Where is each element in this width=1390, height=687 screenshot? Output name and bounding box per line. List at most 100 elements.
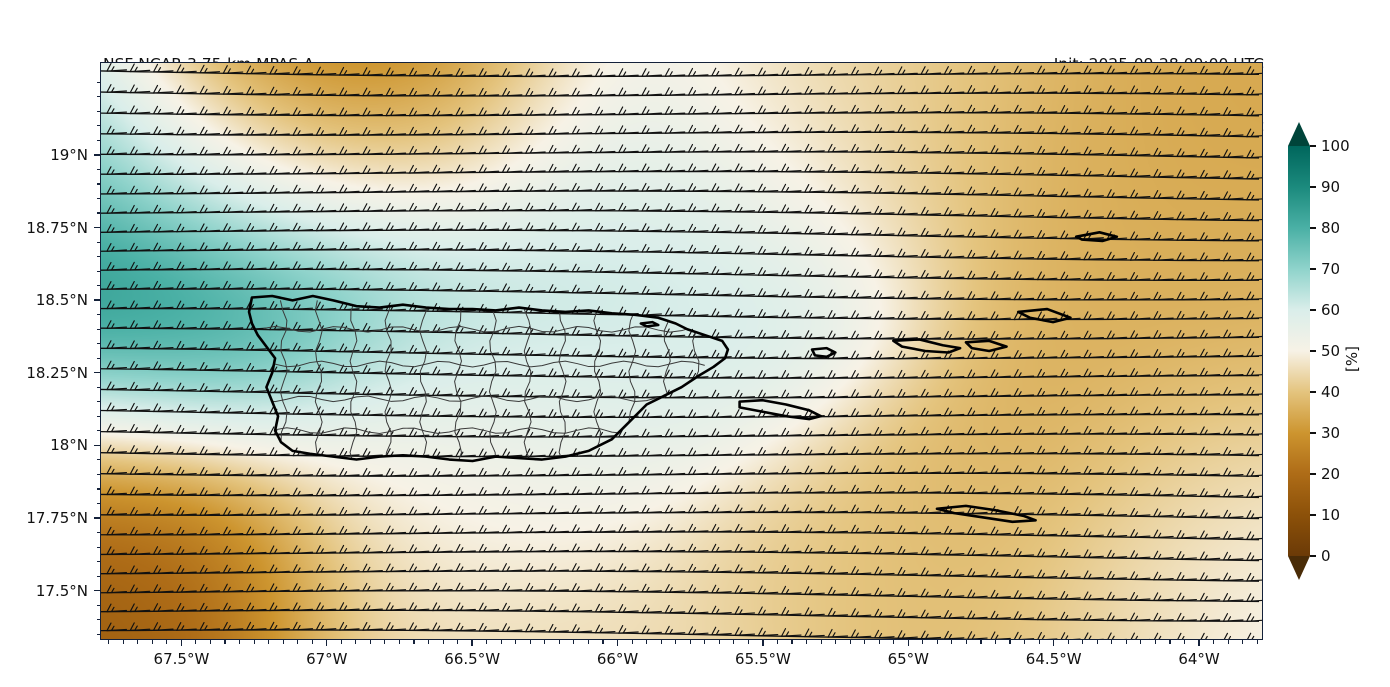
x-tick-minor [544, 640, 546, 644]
colorbar-extend-max [1288, 122, 1310, 146]
y-tick-mark [94, 444, 100, 447]
x-tick-label: 65°W [887, 650, 929, 668]
y-tick-mark [94, 299, 100, 301]
x-tick-minor [1140, 640, 1142, 644]
x-tick-minor [457, 640, 459, 644]
x-tick-minor [835, 640, 837, 644]
x-tick-label: 67°W [306, 650, 348, 668]
x-tick-minor [500, 640, 502, 644]
y-tick-minor [96, 531, 100, 534]
y-tick-label: 18.75°N [26, 218, 88, 237]
x-tick-minor [122, 640, 124, 644]
colorbar-extend-min [1288, 556, 1310, 580]
x-tick-minor [980, 640, 982, 644]
x-tick-minor [427, 640, 430, 644]
x-tick-minor [1111, 640, 1113, 644]
x-tick-minor [486, 640, 488, 644]
x-tick-minor [1227, 640, 1229, 644]
x-tick-minor [1169, 640, 1171, 644]
y-tick-mark [94, 517, 100, 519]
x-tick-minor [1082, 640, 1084, 644]
y-tick-minor [96, 357, 100, 359]
colorbar[interactable] [1288, 122, 1310, 580]
x-tick-minor [878, 640, 880, 644]
x-tick-minor [1125, 640, 1127, 644]
x-tick-minor [1009, 640, 1011, 644]
y-tick-minor [96, 256, 100, 258]
y-tick-minor [96, 619, 100, 621]
x-tick-minor [893, 640, 895, 644]
x-tick-minor [151, 640, 153, 644]
colorbar-tick-mark [1310, 309, 1316, 311]
colorbar-tick-label: 30 [1321, 424, 1341, 442]
colorbar-tick-label: 40 [1321, 383, 1341, 401]
colorbar-tick-mark [1310, 555, 1316, 557]
y-tick-minor [96, 575, 100, 577]
colorbar-unit-label: [%] [1343, 346, 1361, 372]
colorbar-tick-mark [1310, 145, 1316, 147]
x-tick-minor [747, 640, 749, 644]
y-tick-label: 17.75°N [26, 509, 88, 527]
x-tick-minor [646, 640, 648, 644]
x-tick-minor [1154, 640, 1156, 644]
coastlines [247, 231, 1119, 524]
x-tick-minor [805, 640, 808, 644]
x-tick-label: 64°W [1178, 650, 1220, 668]
x-tick-mark [1198, 640, 1200, 646]
colorbar-tick-mark [1310, 473, 1316, 475]
y-tick-label: 17.5°N [35, 581, 88, 600]
y-tick-mark [94, 372, 100, 374]
x-tick-minor [733, 640, 735, 644]
x-tick-minor [297, 640, 299, 644]
y-tick-minor [96, 314, 100, 316]
x-tick-minor [311, 640, 313, 644]
x-tick-minor [573, 640, 575, 644]
y-tick-minor [96, 241, 100, 243]
x-tick-minor [704, 640, 706, 644]
x-tick-mark [907, 640, 909, 646]
x-tick-minor [791, 640, 793, 644]
x-tick-minor [718, 640, 720, 644]
y-tick-minor [96, 328, 100, 330]
y-tick-mark [94, 154, 100, 156]
y-tick-minor [96, 81, 100, 83]
x-tick-label: 66°W [596, 650, 639, 668]
colorbar-tick-label: 50 [1321, 342, 1341, 360]
x-tick-minor [660, 640, 662, 644]
x-tick-minor [631, 640, 633, 644]
colorbar-tick-label: 0 [1321, 547, 1331, 565]
y-tick-minor [96, 343, 100, 345]
x-tick-minor [1024, 640, 1026, 644]
y-tick-minor [96, 212, 100, 214]
y-tick-minor [96, 401, 100, 403]
x-tick-minor [1067, 640, 1069, 644]
wind-barbs [106, 63, 1262, 639]
x-tick-minor [442, 640, 444, 644]
colorbar-tick-mark [1310, 186, 1316, 188]
x-tick-label: 66.5°W [444, 650, 501, 668]
x-tick-minor [587, 640, 589, 644]
x-tick-minor [602, 640, 604, 644]
x-tick-minor [1242, 640, 1244, 644]
x-tick-minor [820, 640, 822, 644]
colorbar-tick-label: 80 [1321, 219, 1341, 237]
map-axes[interactable] [100, 62, 1263, 640]
y-tick-minor [96, 459, 100, 461]
x-tick-minor [268, 640, 270, 644]
y-tick-minor [96, 415, 100, 417]
y-tick-minor [96, 488, 100, 490]
x-tick-mark [1052, 640, 1055, 646]
colorbar-tick-label: 100 [1321, 137, 1350, 155]
y-tick-minor [96, 473, 100, 475]
x-tick-minor [224, 640, 226, 644]
y-tick-minor [96, 139, 100, 141]
x-tick-mark [471, 640, 473, 646]
x-tick-minor [239, 640, 241, 644]
colorbar-tick-label: 70 [1321, 260, 1341, 278]
x-tick-minor [515, 640, 517, 644]
x-tick-mark [326, 640, 328, 646]
colorbar-tick-label: 10 [1321, 506, 1341, 524]
x-tick-minor [936, 640, 938, 644]
colorbar-gradient [1288, 146, 1310, 556]
map-overlay [101, 63, 1262, 639]
